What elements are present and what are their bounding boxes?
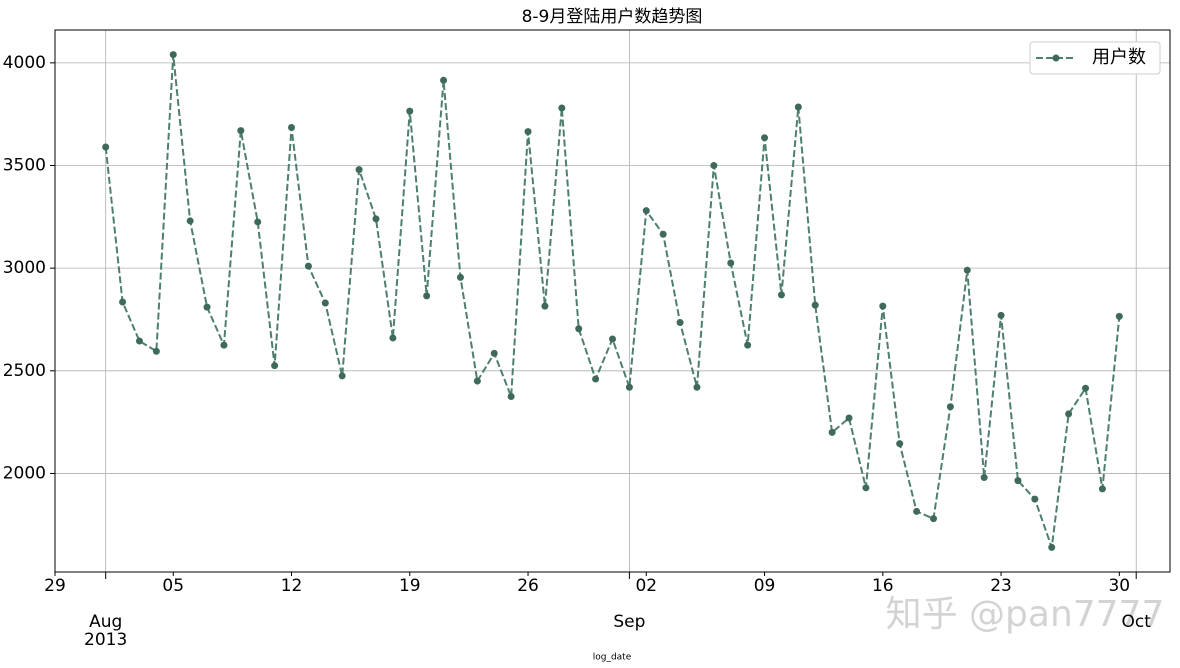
x-tick-label: 30	[1108, 576, 1130, 596]
year-label: 2013	[84, 630, 127, 650]
data-point	[372, 215, 380, 223]
data-point	[135, 337, 143, 345]
x-tick-label: 02	[635, 576, 657, 596]
data-point	[592, 375, 600, 383]
data-point	[913, 507, 921, 515]
data-point	[254, 218, 262, 226]
data-point	[541, 302, 549, 310]
data-point	[321, 299, 329, 307]
data-point	[676, 319, 684, 327]
chart-title: 8-9月登陆用户数趋势图	[522, 7, 703, 27]
plot-frame	[54, 29, 1171, 573]
data-point	[811, 301, 819, 309]
data-point	[896, 440, 904, 448]
data-point	[1014, 477, 1022, 485]
data-point	[828, 428, 836, 436]
data-point	[575, 325, 583, 333]
data-point	[558, 104, 566, 112]
x-tick-label: 09	[754, 576, 776, 596]
data-point	[203, 303, 211, 311]
data-point	[1098, 485, 1106, 493]
x-tick-label: 05	[162, 576, 184, 596]
data-point	[423, 292, 431, 300]
data-point	[1082, 384, 1090, 392]
data-point	[102, 143, 110, 151]
data-point	[389, 334, 397, 342]
y-tick-label: 2500	[3, 361, 46, 381]
x-tick-label: Oct	[1122, 612, 1152, 632]
x-tick-label: 26	[517, 576, 539, 596]
data-point	[355, 166, 363, 174]
data-point	[862, 484, 870, 492]
data-point	[1065, 410, 1073, 418]
data-point	[761, 134, 769, 142]
data-point	[271, 362, 279, 370]
data-point	[727, 259, 735, 267]
data-point	[288, 124, 296, 132]
legend-marker	[1052, 54, 1060, 62]
data-point	[304, 262, 312, 270]
data-point	[456, 273, 464, 281]
data-point	[490, 349, 498, 357]
data-point	[625, 383, 633, 391]
data-point	[186, 217, 194, 225]
x-tick-label: Aug	[89, 612, 122, 632]
legend-label: 用户数	[1092, 47, 1146, 68]
data-point	[642, 207, 650, 215]
data-point	[507, 392, 515, 400]
data-point	[338, 372, 346, 380]
data-point	[119, 298, 127, 306]
data-point	[710, 162, 718, 169]
data-point	[237, 127, 245, 135]
y-tick-label: 4000	[3, 53, 46, 73]
data-point	[406, 107, 414, 115]
x-tick-label: 29	[44, 576, 66, 596]
data-point	[845, 414, 853, 422]
data-point	[609, 335, 616, 343]
data-point	[1031, 495, 1039, 503]
x-tick-label: 12	[281, 576, 303, 596]
data-point	[744, 341, 752, 349]
data-point	[929, 515, 937, 523]
data-point	[152, 347, 160, 355]
x-tick-label: Sep	[613, 612, 645, 632]
legend-box	[1029, 41, 1161, 75]
x-tick-label: 19	[399, 576, 421, 596]
data-point	[693, 383, 701, 391]
watermark: 知乎 @pan7777	[886, 594, 1165, 635]
data-point	[659, 230, 667, 238]
data-point	[997, 311, 1005, 319]
data-point	[777, 291, 785, 299]
y-tick-label: 2000	[3, 463, 46, 483]
data-point	[1115, 312, 1123, 320]
data-point	[169, 51, 177, 59]
data-point	[473, 377, 481, 385]
data-point	[879, 302, 887, 310]
data-point	[963, 266, 971, 274]
data-point	[946, 403, 954, 411]
data-point	[794, 103, 802, 111]
data-point	[1048, 543, 1056, 551]
x-tick-label: 23	[990, 576, 1012, 596]
data-point	[220, 341, 228, 349]
y-tick-label: 3500	[3, 156, 46, 176]
x-axis-label: log_date	[593, 653, 632, 663]
y-tick-label: 3000	[3, 258, 46, 278]
x-tick-label: 16	[872, 576, 894, 596]
data-point	[524, 128, 532, 136]
data-point	[980, 474, 988, 482]
data-point	[440, 76, 448, 84]
